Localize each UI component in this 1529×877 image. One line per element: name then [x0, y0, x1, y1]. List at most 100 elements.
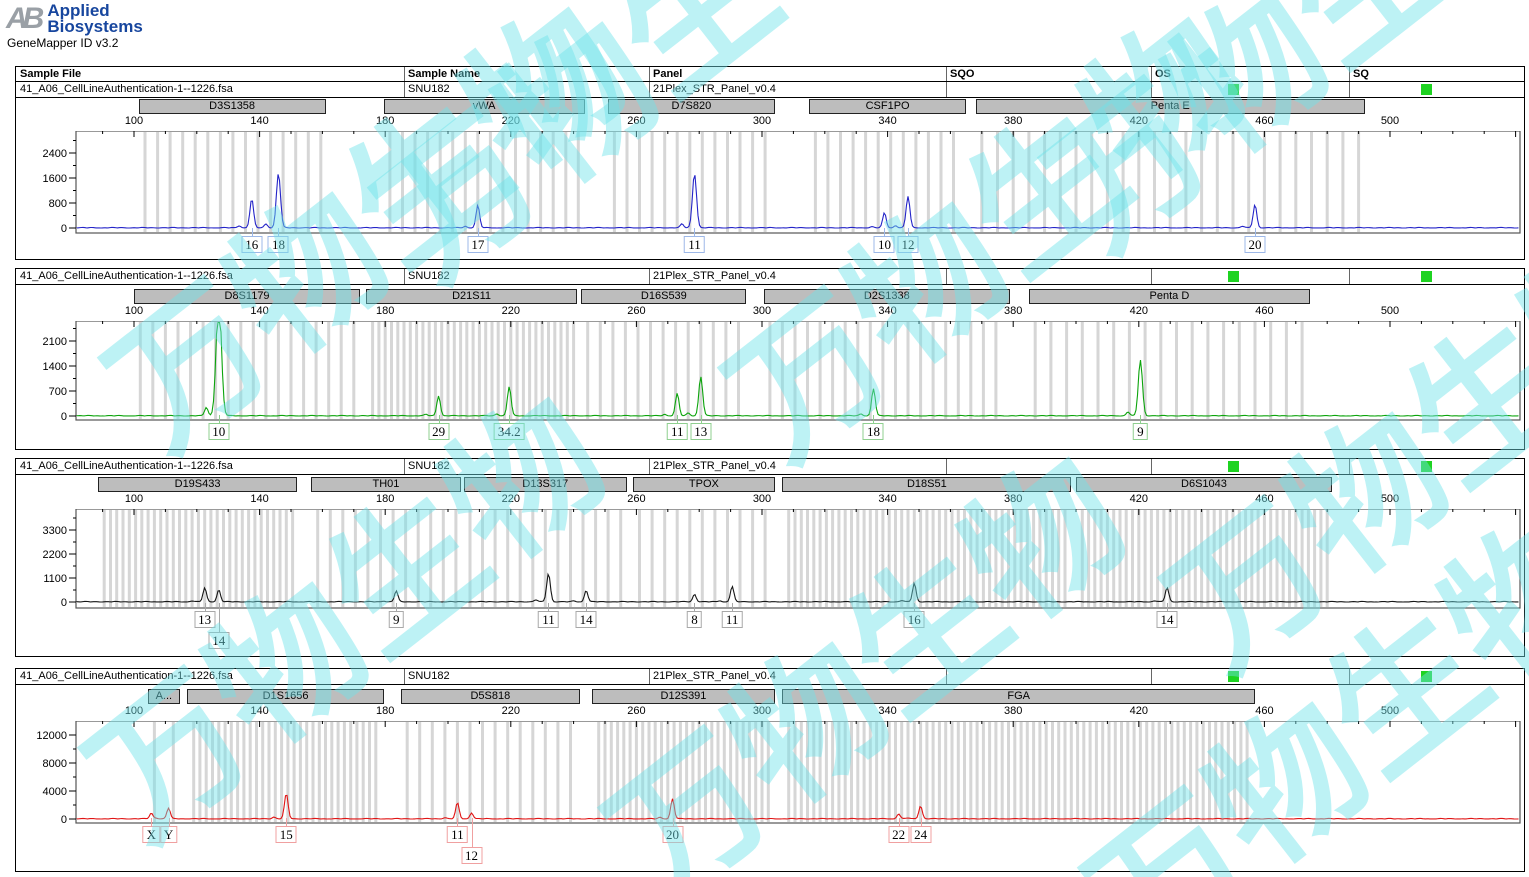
allele-bin	[1247, 132, 1251, 232]
allele-label[interactable]: X	[142, 826, 160, 843]
allele-label[interactable]: 12	[461, 847, 483, 864]
marker-header-vWA[interactable]: vWA	[383, 99, 585, 114]
allele-label[interactable]: 16	[241, 236, 263, 253]
allele-bin	[1000, 510, 1004, 607]
allele-label[interactable]: 12	[897, 236, 919, 253]
allele-bin	[1222, 322, 1226, 419]
marker-header-PentaD[interactable]: Penta D	[1028, 289, 1310, 304]
marker-header-D2S1338[interactable]: D2S1338	[763, 289, 1011, 304]
plot-area[interactable]: 0 700 1400 2100	[16, 321, 1524, 422]
allele-label[interactable]: 14	[1156, 611, 1178, 628]
allele-label[interactable]: 22	[888, 826, 910, 843]
sq-status-square[interactable]	[1421, 271, 1432, 282]
allele-label[interactable]: 11	[538, 611, 559, 628]
allele-label[interactable]: 10	[208, 423, 230, 440]
allele-bin	[603, 722, 607, 822]
electropherogram-group-black[interactable]: 41_A06_CellLineAuthentication-1--1226.fs…	[15, 458, 1525, 657]
plot-area[interactable]: 0 1100 2200 3300	[16, 509, 1524, 610]
allele-bin	[996, 132, 999, 232]
allele-label[interactable]: 8	[687, 611, 702, 628]
allele-bin	[1126, 722, 1130, 822]
allele-label[interactable]: 11	[666, 423, 688, 440]
allele-bin	[171, 510, 175, 607]
marker-header-D1S1656[interactable]: D1S1656	[187, 689, 384, 704]
allele-label[interactable]: 24	[910, 826, 932, 843]
os-status-square[interactable]	[1228, 84, 1239, 95]
allele-label[interactable]: 18	[267, 236, 289, 253]
electropherogram-group-green[interactable]: 41_A06_CellLineAuthentication-1--1226.fs…	[15, 268, 1525, 450]
allele-label[interactable]: 17	[467, 236, 489, 253]
marker-header-D16S539[interactable]: D16S539	[581, 289, 747, 304]
allele-label[interactable]: 15	[275, 826, 297, 843]
allele-bin	[678, 722, 682, 822]
os-status-square[interactable]	[1228, 671, 1239, 682]
electropherogram-group-blue[interactable]: 41_A06_CellLineAuthentication-1--1226.fs…	[15, 81, 1525, 260]
allele-label[interactable]: 11	[684, 236, 705, 253]
allele-label[interactable]: 20	[662, 826, 683, 843]
allele-bin	[298, 722, 302, 822]
allele-leader-line	[548, 603, 550, 611]
allele-label[interactable]: 9	[1133, 423, 1148, 440]
plot-area[interactable]: 0 4000 8000 12000	[16, 721, 1524, 825]
allele-label[interactable]: 13	[194, 611, 216, 628]
allele-bin	[704, 722, 707, 822]
marker-header-D7S820[interactable]: D7S820	[608, 99, 775, 114]
allele-label[interactable]: 10	[873, 236, 895, 253]
sample-row[interactable]: 41_A06_CellLineAuthentication-1--1226.fs…	[16, 459, 1524, 475]
allele-label[interactable]: 29	[428, 423, 450, 440]
allele-label[interactable]: 14	[208, 632, 230, 649]
y-axis-tick-label: 2100	[43, 336, 67, 348]
allele-label[interactable]: 18	[862, 423, 884, 440]
allele-label[interactable]: 11	[721, 611, 743, 628]
allele-label[interactable]: 11	[447, 826, 468, 843]
marker-header-FGA[interactable]: FGA	[782, 689, 1255, 704]
marker-header-PentaE[interactable]: Penta E	[975, 99, 1365, 114]
x-axis-tick-label: 100	[124, 115, 144, 127]
sq-status-square[interactable]	[1421, 84, 1432, 95]
allele-label[interactable]: 16	[903, 611, 925, 628]
allele-label[interactable]: 34.2	[493, 423, 525, 440]
allele-label[interactable]: 9	[388, 611, 404, 628]
marker-header-A[interactable]: A...	[148, 689, 180, 704]
column-divider	[404, 669, 405, 684]
sq-status-square[interactable]	[1421, 671, 1432, 682]
allele-bin	[324, 722, 327, 822]
allele-bin	[1138, 722, 1142, 822]
marker-header-CSF1PO[interactable]: CSF1PO	[809, 99, 967, 114]
allele-leader-line	[396, 603, 398, 611]
allele-label[interactable]: 13	[690, 423, 712, 440]
allele-bin	[1105, 132, 1109, 232]
marker-header-D5S818[interactable]: D5S818	[400, 689, 580, 704]
sample-row[interactable]: 41_A06_CellLineAuthentication-1--1226.fs…	[16, 269, 1524, 285]
marker-header-D8S1179[interactable]: D8S1179	[134, 289, 361, 304]
brand-line1: Applied	[47, 1, 110, 20]
allele-leader-line	[898, 818, 900, 826]
sample-row[interactable]: 41_A06_CellLineAuthentication-1--1226.fs…	[16, 669, 1524, 685]
allele-bin	[234, 510, 238, 607]
marker-header-D3S1358[interactable]: D3S1358	[138, 99, 326, 114]
allele-bin	[864, 132, 868, 232]
x-axis-tick-label: 300	[752, 705, 772, 717]
marker-header-D13S317[interactable]: D13S317	[463, 477, 627, 492]
marker-header-TPOX[interactable]: TPOX	[633, 477, 775, 492]
marker-header-D18S51[interactable]: D18S51	[782, 477, 1072, 492]
os-status-square[interactable]	[1228, 461, 1239, 472]
allele-label[interactable]: Y	[159, 826, 178, 843]
marker-header-D6S1043[interactable]: D6S1043	[1076, 477, 1332, 492]
sample-row[interactable]: 41_A06_CellLineAuthentication-1--1226.fs…	[16, 82, 1524, 98]
marker-header-TH01[interactable]: TH01	[311, 477, 461, 492]
allele-bin	[1275, 510, 1279, 607]
marker-header-D21S11[interactable]: D21S11	[366, 289, 577, 304]
os-status-square[interactable]	[1228, 271, 1239, 282]
marker-header-D12S391[interactable]: D12S391	[592, 689, 775, 704]
allele-bin	[543, 722, 547, 822]
plot-area[interactable]: 0 800 1600 2400	[16, 131, 1524, 235]
electropherogram-group-red[interactable]: 41_A06_CellLineAuthentication-1--1226.fs…	[15, 668, 1525, 872]
allele-label[interactable]: 14	[575, 611, 597, 628]
sq-status-square[interactable]	[1421, 461, 1432, 472]
marker-header-D19S433[interactable]: D19S433	[97, 477, 298, 492]
sample-file-cell: 41_A06_CellLineAuthentication-1--1226.fs…	[20, 270, 233, 282]
allele-bin	[831, 510, 835, 607]
allele-bin	[851, 132, 855, 232]
allele-label[interactable]: 20	[1244, 236, 1266, 253]
